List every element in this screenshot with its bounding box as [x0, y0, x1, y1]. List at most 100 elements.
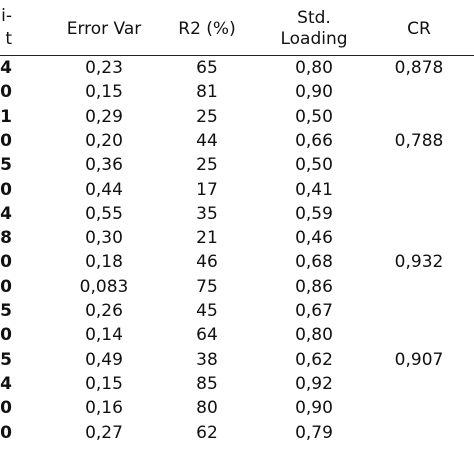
cr-cell	[374, 153, 464, 177]
first-col-fragment: 5	[0, 155, 12, 175]
header-std-loading-line-1: Std.	[297, 8, 331, 28]
first-col-header-line-2: t	[5, 29, 12, 49]
std-loading-cell: 0,41	[295, 180, 333, 200]
r2-cell: 46	[196, 252, 218, 272]
cr-cell	[374, 178, 464, 202]
cr-cell	[374, 105, 464, 129]
cr-cell	[374, 299, 464, 323]
cr-cell	[374, 323, 464, 347]
first-col-fragment: 0	[0, 131, 12, 151]
header-std-loading: Std. Loading	[262, 6, 366, 52]
r2-cell: 38	[196, 350, 218, 370]
std-loading-cell: 0,90	[295, 398, 333, 418]
std-loading-cell: 0,62	[295, 350, 333, 370]
table-row: 0,18 46 0,68 0,932	[0, 250, 474, 274]
first-col-fragment: 0	[0, 82, 12, 102]
table-row: 0,26 45 0,67	[0, 299, 474, 323]
header-error-var: Error Var	[60, 6, 148, 52]
table-row: 0,20 44 0,66 0,788	[0, 129, 474, 153]
table-row: 0,29 25 0,50	[0, 105, 474, 129]
error-var-cell: 0,20	[85, 131, 123, 151]
cr-cell	[374, 202, 464, 226]
table-row: 0,55 35 0,59	[0, 202, 474, 226]
std-loading-cell: 0,86	[295, 277, 333, 297]
table-row: 0,16 80 0,90	[0, 396, 474, 420]
first-col-fragment: 0	[0, 277, 12, 297]
header-rule	[0, 55, 474, 56]
r2-cell: 75	[196, 277, 218, 297]
error-var-cell: 0,36	[85, 155, 123, 175]
first-col-fragment: 0	[0, 398, 12, 418]
first-col-fragment: 8	[0, 228, 12, 248]
std-loading-cell: 0,67	[295, 301, 333, 321]
error-var-cell: 0,15	[85, 374, 123, 394]
table-row: 0,15 81 0,90	[0, 80, 474, 104]
cr-cell	[374, 80, 464, 104]
table-row: 0,49 38 0,62 0,907	[0, 348, 474, 372]
r2-cell: 85	[196, 374, 218, 394]
first-col-fragment: 5	[0, 301, 12, 321]
std-loading-cell: 0,80	[295, 58, 333, 78]
r2-cell: 65	[196, 58, 218, 78]
header-std-loading-line-2: Loading	[280, 29, 348, 49]
std-loading-cell: 0,66	[295, 131, 333, 151]
cr-cell	[374, 396, 464, 420]
header-error-var-label: Error Var	[66, 18, 142, 39]
first-col-fragment: 1	[0, 107, 12, 127]
cr-cell	[374, 421, 464, 445]
r2-cell: 17	[196, 180, 218, 200]
r2-cell: 81	[196, 82, 218, 102]
table-row: 0,36 25 0,50	[0, 153, 474, 177]
first-col-fragment: 4	[0, 58, 12, 78]
std-loading-cell: 0,50	[295, 107, 333, 127]
cr-cell: 0,788	[394, 131, 444, 151]
cr-cell: 0,878	[394, 58, 444, 78]
header-r2: R2 (%)	[162, 6, 252, 52]
error-var-cell: 0,27	[85, 423, 123, 443]
error-var-cell: 0,16	[85, 398, 123, 418]
cr-cell	[374, 372, 464, 396]
r2-cell: 45	[196, 301, 218, 321]
std-loading-cell: 0,46	[295, 228, 333, 248]
std-loading-cell: 0,80	[295, 325, 333, 345]
first-col-fragment: 0	[0, 325, 12, 345]
r2-cell: 80	[196, 398, 218, 418]
r2-cell: 21	[196, 228, 218, 248]
cr-cell	[374, 275, 464, 299]
error-var-cell: 0,26	[85, 301, 123, 321]
error-var-cell: 0,15	[85, 82, 123, 102]
first-col-fragment: 0	[0, 252, 12, 272]
header-cr: CR	[374, 6, 464, 52]
first-col-fragment: 0	[0, 423, 12, 443]
error-var-cell: 0,29	[85, 107, 123, 127]
table-row: 0,27 62 0,79	[0, 421, 474, 445]
r2-cell: 25	[196, 107, 218, 127]
table-row: 0,083 75 0,86	[0, 275, 474, 299]
cr-cell: 0,932	[394, 252, 444, 272]
first-col-fragment: 5	[0, 350, 12, 370]
r2-cell: 35	[196, 204, 218, 224]
error-var-cell: 0,44	[85, 180, 123, 200]
cr-cell	[374, 226, 464, 250]
error-var-cell: 0,30	[85, 228, 123, 248]
std-loading-cell: 0,79	[295, 423, 333, 443]
first-col-fragment: 4	[0, 374, 12, 394]
std-loading-cell: 0,90	[295, 82, 333, 102]
header-cr-label: CR	[407, 18, 431, 39]
r2-cell: 62	[196, 423, 218, 443]
first-col-fragment: 4	[0, 204, 12, 224]
std-loading-cell: 0,92	[295, 374, 333, 394]
r2-cell: 44	[196, 131, 218, 151]
first-col-fragment: 0	[0, 180, 12, 200]
header-std-loading-label: Std. Loading	[280, 8, 347, 50]
std-loading-cell: 0,68	[295, 252, 333, 272]
error-var-cell: 0,083	[79, 277, 129, 297]
error-var-cell: 0,49	[85, 350, 123, 370]
std-loading-cell: 0,50	[295, 155, 333, 175]
table-row: 0,23 65 0,80 0,878	[0, 56, 474, 80]
r2-cell: 64	[196, 325, 218, 345]
error-var-cell: 0,18	[85, 252, 123, 272]
table-row: 0,15 85 0,92	[0, 372, 474, 396]
cr-cell: 0,907	[394, 350, 444, 370]
